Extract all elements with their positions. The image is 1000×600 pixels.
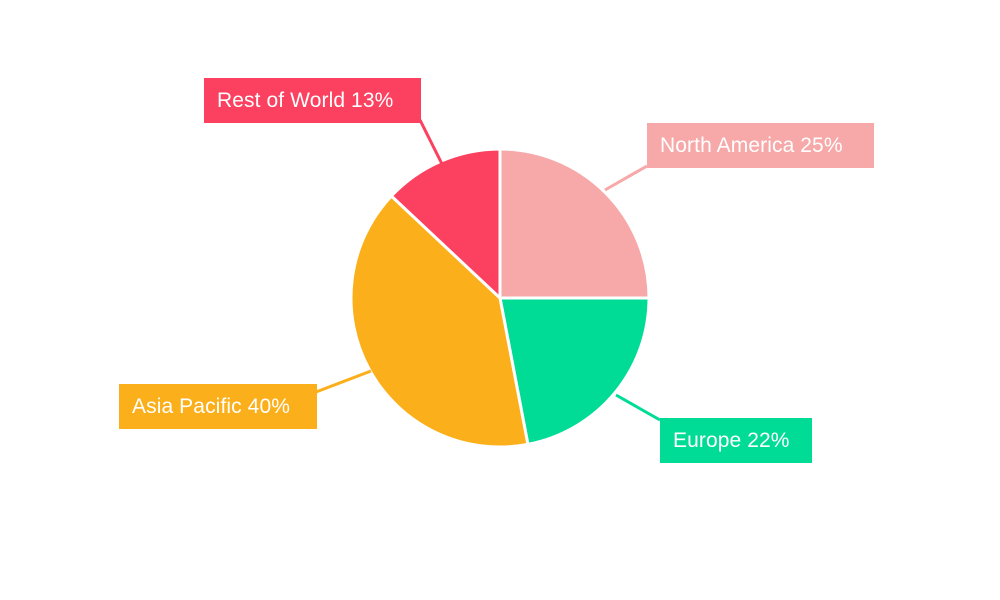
callout-text-north-america: North America 25% <box>660 133 843 157</box>
callout-label-rest-of-world[interactable]: Rest of World 13% <box>204 78 421 123</box>
pie-slice-asia-pacific[interactable] <box>349 194 530 449</box>
callout-label-europe[interactable]: Europe 22% <box>660 418 812 463</box>
callout-text-rest-of-world: Rest of World 13% <box>217 88 394 112</box>
leader-line-rest-of-world <box>418 119 445 167</box>
callout-label-asia-pacific[interactable]: Asia Pacific 40% <box>119 384 317 429</box>
callout-leader-lines <box>315 119 661 422</box>
leader-line-north-america <box>604 164 648 192</box>
pie-slices <box>349 147 651 449</box>
leader-line-asia-pacific <box>315 369 372 394</box>
pie-slice-north-america[interactable] <box>498 147 651 300</box>
callout-text-europe: Europe 22% <box>673 428 790 452</box>
callout-label-north-america[interactable]: North America 25% <box>647 123 874 168</box>
callout-text-asia-pacific: Asia Pacific 40% <box>132 394 291 418</box>
leader-line-europe <box>615 393 661 422</box>
pie-slice-europe[interactable] <box>498 296 651 446</box>
